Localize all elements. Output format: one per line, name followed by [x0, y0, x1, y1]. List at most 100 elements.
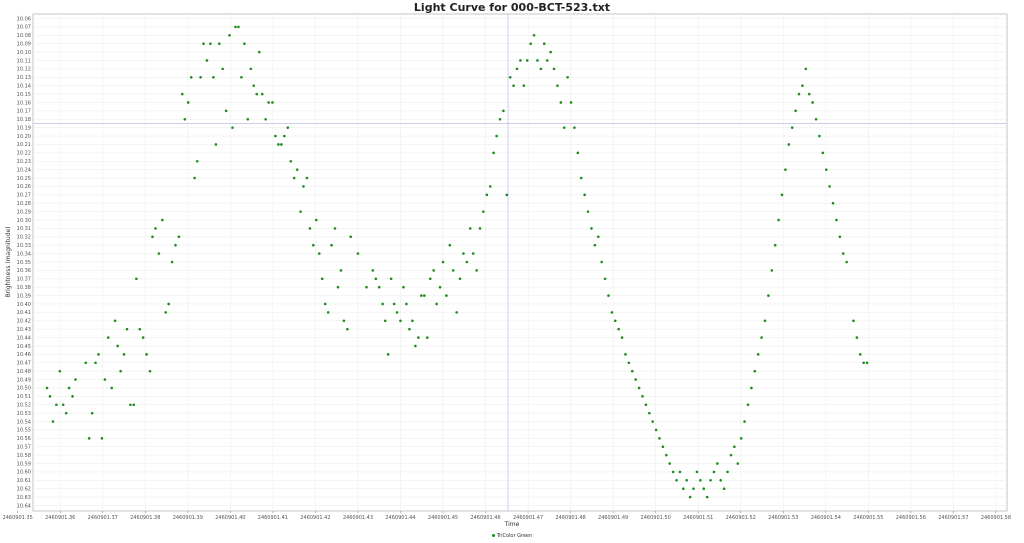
data-point [804, 67, 808, 71]
data-point [607, 294, 610, 297]
y-tick-label: 10.23 [17, 159, 31, 165]
data-point [195, 159, 199, 163]
data-point [658, 437, 661, 440]
data-point [729, 453, 733, 457]
data-point [67, 386, 71, 390]
x-tick-label: 2460901.41 [258, 515, 288, 521]
data-point [634, 378, 637, 381]
data-point [733, 445, 736, 449]
data-point [722, 487, 726, 491]
data-point [695, 470, 699, 474]
y-tick-label: 10.20 [17, 134, 31, 140]
data-point [862, 361, 865, 365]
data-point [855, 336, 859, 339]
data-point [637, 386, 641, 390]
data-point [545, 59, 549, 62]
data-point [600, 260, 603, 264]
data-point [148, 369, 152, 373]
data-point [596, 235, 600, 239]
x-tick-label: 2460901.50 [641, 515, 671, 521]
y-tick-label: 10.41 [17, 310, 31, 316]
data-point [129, 403, 132, 407]
data-point [770, 269, 774, 272]
data-point [455, 311, 458, 314]
data-point [688, 495, 692, 499]
data-point [492, 151, 495, 155]
data-point [305, 176, 309, 180]
data-point [271, 101, 274, 104]
data-point [593, 243, 597, 247]
data-point [167, 302, 170, 306]
y-tick-label: 10.25 [17, 176, 31, 182]
data-point [824, 168, 828, 171]
data-point [333, 227, 337, 230]
data-point [432, 269, 435, 272]
data-point [135, 277, 138, 281]
x-tick-label: 2460901.35 [3, 515, 33, 521]
data-point [420, 294, 423, 297]
data-point [610, 311, 614, 314]
data-point [773, 243, 777, 247]
data-point [311, 243, 315, 247]
x-tick-label: 2460901.42 [300, 515, 330, 521]
data-point [45, 386, 49, 390]
y-tick-label: 10.40 [17, 302, 31, 308]
data-point [462, 252, 465, 255]
x-tick-label: 2460901.54 [811, 515, 841, 521]
data-point [797, 92, 801, 96]
y-tick-label: 10.22 [17, 151, 31, 157]
data-point [654, 428, 658, 432]
data-point [395, 311, 399, 314]
data-point [106, 336, 110, 339]
data-point [356, 252, 360, 255]
data-point [64, 411, 68, 415]
data-point [471, 252, 475, 255]
data-point [180, 92, 184, 96]
data-point [495, 134, 498, 138]
x-tick-label: 2460901.52 [726, 515, 756, 521]
y-tick-label: 10.48 [17, 369, 31, 375]
y-tick-label: 10.24 [17, 167, 31, 173]
data-point [617, 327, 620, 331]
data-point [414, 344, 417, 348]
y-axis-label: Brightness (magnitude) [5, 226, 12, 297]
data-point [122, 353, 126, 356]
y-tick-label: 10.57 [17, 445, 31, 451]
x-tick-label: 2460901.37 [88, 515, 118, 521]
data-point [532, 33, 536, 37]
y-tick-label: 10.51 [17, 394, 31, 400]
data-point [283, 134, 286, 138]
data-point [381, 302, 384, 306]
data-point [508, 75, 512, 79]
data-point [249, 67, 253, 71]
y-tick-label: 10.54 [17, 419, 31, 425]
data-point [55, 403, 58, 407]
data-point [141, 336, 145, 339]
data-point [61, 403, 65, 407]
data-point [74, 378, 77, 381]
data-point [556, 84, 559, 87]
data-point [326, 311, 330, 314]
y-tick-label: 10.38 [17, 285, 31, 291]
crosshair [33, 14, 1007, 511]
x-tick-label: 2460901.46 [470, 515, 500, 521]
data-point [780, 193, 784, 197]
data-point [756, 353, 760, 356]
data-point [465, 260, 469, 264]
x-tick-label: 2460901.43 [343, 515, 373, 521]
y-tick-label: 10.08 [17, 33, 31, 39]
data-point [405, 302, 408, 306]
data-point [423, 294, 426, 297]
data-point [199, 75, 202, 79]
data-point [586, 210, 590, 213]
x-tick-label: 2460901.49 [598, 515, 628, 521]
data-point [365, 285, 368, 289]
data-point [84, 361, 88, 365]
data-point [243, 42, 246, 45]
data-point [138, 327, 142, 331]
data-point [346, 327, 349, 331]
data-point [478, 227, 482, 230]
data-point [821, 151, 825, 155]
data-point [177, 235, 181, 239]
